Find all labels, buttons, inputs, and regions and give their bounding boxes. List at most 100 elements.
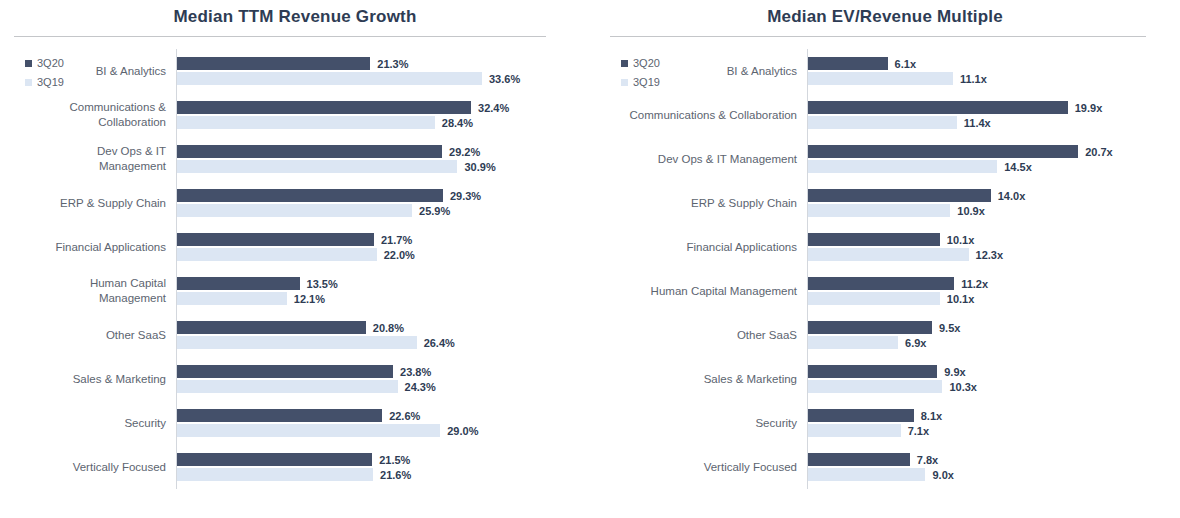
legend-item-3q20: 3Q20 [621,57,660,69]
legend-item-3q20: 3Q20 [25,57,64,69]
legend-swatch-3q19 [25,79,32,86]
category-label: Communications & Collaboration [590,108,807,123]
bar-3q20 [177,453,372,466]
value-label: 7.8x [917,454,938,466]
bar-line: 22.6% [177,409,590,422]
chart-row: Dev Ops & IT Management20.7x14.5x [590,137,1180,181]
category-label: Communications & Collaboration [0,100,176,130]
bar-3q19 [177,248,377,261]
legend-label: 3Q20 [633,57,660,69]
value-label: 32.4% [478,102,509,114]
plot-area: 29.2% 30.9% [176,137,590,181]
value-label: 21.7% [381,234,412,246]
value-label: 20.8% [373,322,404,334]
legend-swatch-3q20 [621,60,628,67]
value-label: 13.5% [307,278,338,290]
value-label: 10.9x [957,205,985,217]
value-label: 10.1x [947,234,975,246]
category-label: Financial Applications [0,240,176,255]
plot-area: 19.9x 11.4x [807,93,1180,137]
chart-row: Security8.1x 7.1x [590,401,1180,445]
bar-3q20 [808,233,940,246]
category-label: Other SaaS [0,328,176,343]
value-label: 11.2x [961,278,988,290]
chart-row: ERP & Supply Chain29.3%25.9% [0,181,590,225]
legend-label: 3Q19 [37,76,64,88]
bar-chart: BI & Analytics6.1x11.1xCommunications & … [590,49,1180,489]
plot-area: 21.7% 22.0% [176,225,590,269]
legend: 3Q20 3Q19 [25,57,64,88]
legend-label: 3Q20 [37,57,64,69]
category-label: Human Capital Management [590,284,807,299]
bar-line: 12.3x [808,248,1180,261]
plot-area: 7.8x9.0x [807,445,1180,489]
bar-line: 7.1x [808,424,1180,437]
bar-line: 11.4x [808,116,1180,129]
bar-line: 10.1x [808,292,1180,305]
category-label: Security [0,416,176,431]
bar-3q20 [808,277,954,290]
chart-row: Security 22.6% 29.0% [0,401,590,445]
category-label: Financial Applications [590,240,807,255]
value-label: 23.8% [400,366,431,378]
value-label: 21.5% [379,454,410,466]
bar-line: 20.8% [177,321,590,334]
value-label: 30.9% [464,161,495,173]
value-label: 21.6% [380,469,411,481]
bar-line: 10.1x [808,233,1180,246]
chart-row: Vertically Focused21.5%21.6% [0,445,590,489]
bar-line: 11.2x [808,277,1180,290]
legend-label: 3Q19 [633,76,660,88]
chart-row: BI & Analytics6.1x11.1x [590,49,1180,93]
value-label: 33.6% [489,73,520,85]
bar-line: 6.9x [808,336,1180,349]
category-label: Other SaaS [590,328,807,343]
bar-3q19 [177,424,440,437]
plot-area: 22.6% 29.0% [176,401,590,445]
bar-3q20 [808,409,914,422]
bar-line: 9.9x [808,365,1180,378]
plot-area: 10.1x12.3x [807,225,1180,269]
chart-row: Communications & Collaboration19.9x 11.4x [590,93,1180,137]
chart-body: 3Q20 3Q19 BI & Analytics6.1x11.1xCommuni… [590,37,1180,489]
bar-3q19 [808,72,953,85]
bar-line: 9.5x [808,321,1180,334]
value-label: 12.3x [976,249,1004,261]
value-label: 12.1% [294,293,325,305]
chart-row: Dev Ops & IT Management29.2%30.9% [0,137,590,181]
chart-body: 3Q20 3Q19 BI & Analytics21.3%33.6% Commun… [0,37,590,489]
chart-title: Median EV/Revenue Multiple [590,7,1180,27]
bar-3q19 [177,292,287,305]
plot-area: 21.5% 21.6% [176,445,590,489]
bar-line: 29.3% [177,189,590,202]
chart-row: BI & Analytics21.3%33.6% [0,49,590,93]
category-label: Sales & Marketing [590,372,807,387]
chart-title: Median TTM Revenue Growth [0,7,590,27]
value-label: 24.3% [405,381,436,393]
value-label: 20.7x [1085,146,1113,158]
bar-line: 19.9x [808,101,1180,114]
bar-line: 8.1x [808,409,1180,422]
chart-row: Financial Applications 21.7% 22.0% [0,225,590,269]
bar-3q20 [177,277,300,290]
plot-area: 6.1x11.1x [807,49,1180,93]
bar-3q20 [808,57,888,70]
bar-line: 21.5% [177,453,590,466]
value-label: 22.0% [384,249,415,261]
bar-line: 28.4% [177,116,590,129]
category-label: Security [590,416,807,431]
chart-panel-ttm-revenue-growth: Median TTM Revenue Growth 3Q20 3Q19 BI &… [0,0,590,518]
bar-line: 6.1x [808,57,1180,70]
value-label: 22.6% [389,410,420,422]
value-label: 26.4% [424,337,455,349]
value-label: 29.0% [447,425,478,437]
category-label: Dev Ops & IT Management [590,152,807,167]
chart-row: Human Capital Management 11.2x 10.1x [590,269,1180,313]
bar-3q19 [177,204,412,217]
bar-line: 10.9x [808,204,1180,217]
value-label: 29.2% [449,146,480,158]
plot-area: 23.8% 24.3% [176,357,590,401]
category-label: ERP & Supply Chain [0,196,176,211]
category-label: ERP & Supply Chain [590,196,807,211]
category-label: Vertically Focused [590,460,807,475]
